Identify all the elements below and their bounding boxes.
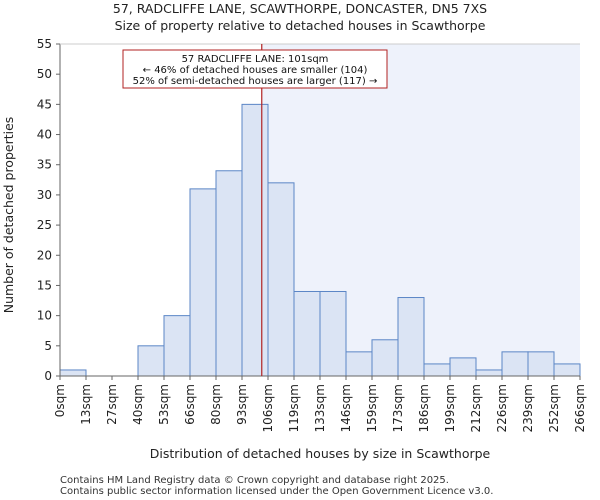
x-tick-label: 93sqm xyxy=(235,384,249,425)
y-tick-label: 30 xyxy=(37,188,52,202)
bar-10 xyxy=(319,290,347,377)
y-tick-label: 15 xyxy=(37,278,52,292)
y-tick-label: 5 xyxy=(44,339,52,353)
bar-5 xyxy=(189,188,217,377)
x-tick-label: 226sqm xyxy=(495,384,509,432)
y-tick-label: 0 xyxy=(44,369,52,383)
bar-3 xyxy=(137,345,165,377)
x-tick-label: 66sqm xyxy=(183,384,197,425)
footer-line-2: Contains public sector information licen… xyxy=(60,486,493,497)
annotation-line-1: 57 RADCLIFFE LANE: 101sqm xyxy=(182,54,329,65)
bar-0 xyxy=(59,369,87,377)
x-tick-label: 80sqm xyxy=(209,384,223,425)
y-tick-label: 45 xyxy=(37,97,52,111)
y-tick-label: 35 xyxy=(37,158,52,172)
x-tick-label: 13sqm xyxy=(79,384,93,425)
bar-11 xyxy=(345,351,373,377)
bar-14 xyxy=(423,363,451,377)
x-tick-label: 27sqm xyxy=(105,384,119,425)
bar-8 xyxy=(267,182,295,377)
bar-18 xyxy=(527,351,555,377)
x-tick-label: 53sqm xyxy=(157,384,171,425)
y-tick-label: 50 xyxy=(37,67,52,81)
bar-4 xyxy=(163,315,191,377)
bar-15 xyxy=(449,357,477,377)
y-tick-label: 25 xyxy=(37,218,52,232)
x-tick-label: 252sqm xyxy=(547,384,561,432)
x-tick-label: 212sqm xyxy=(469,384,483,432)
y-tick-label: 55 xyxy=(37,37,52,51)
bar-7 xyxy=(241,103,269,377)
x-tick-label: 119sqm xyxy=(287,384,301,432)
x-axis-label: Distribution of detached houses by size … xyxy=(150,446,491,461)
bar-13 xyxy=(397,297,425,377)
chart-subtitle: Size of property relative to detached ho… xyxy=(115,18,486,33)
chart-title: 57, RADCLIFFE LANE, SCAWTHORPE, DONCASTE… xyxy=(113,1,487,16)
annotation-line-3: 52% of semi-detached houses are larger (… xyxy=(133,76,378,87)
x-tick-label: 106sqm xyxy=(261,384,275,432)
bar-6 xyxy=(215,170,243,377)
bar-9 xyxy=(293,290,321,377)
x-tick-label: 239sqm xyxy=(521,384,535,432)
x-tick-label: 199sqm xyxy=(443,384,457,432)
bar-17 xyxy=(501,351,529,377)
plot-area: 0 5 10 15 20 25 30 35 40 45 50 55 0sqm 13sqm 27sqm 40sq… xyxy=(37,37,587,432)
y-axis-label: Number of detached properties xyxy=(1,117,16,314)
annotation-box xyxy=(122,49,388,89)
annotation-line-2: ← 46% of detached houses are smaller (10… xyxy=(143,65,368,76)
x-tick-label: 40sqm xyxy=(131,384,145,425)
x-tick-label: 133sqm xyxy=(313,384,327,432)
bar-16 xyxy=(475,369,503,377)
x-tick-label: 266sqm xyxy=(573,384,587,432)
x-tick-label: 146sqm xyxy=(339,384,353,432)
x-tick-label: 173sqm xyxy=(391,384,405,432)
y-tick-label: 40 xyxy=(37,128,52,142)
y-tick-label: 20 xyxy=(37,248,52,262)
y-tick-label: 10 xyxy=(37,309,52,323)
bar-12 xyxy=(371,339,399,377)
footer-line-1: Contains HM Land Registry data © Crown c… xyxy=(60,475,449,486)
x-tick-label: 159sqm xyxy=(365,384,379,432)
x-tick-label: 0sqm xyxy=(53,384,67,417)
x-tick-label: 186sqm xyxy=(417,384,431,432)
bar-19 xyxy=(553,363,581,377)
